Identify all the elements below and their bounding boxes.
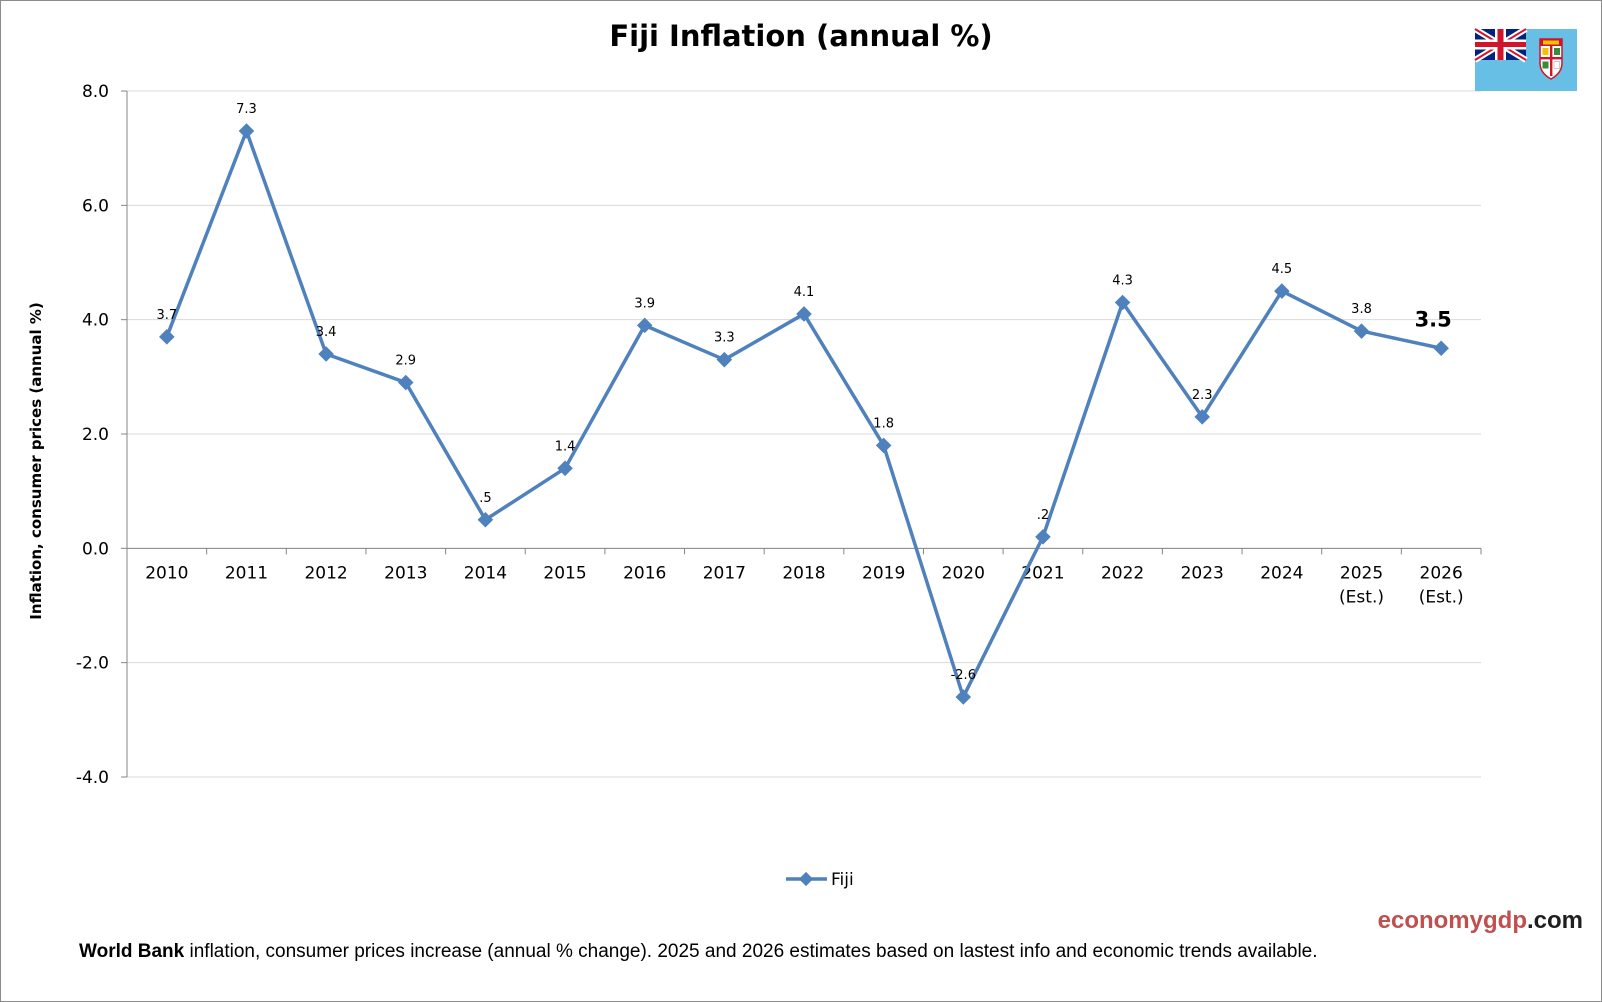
data-label: 4.5 [1272,262,1293,277]
legend-label: Fiji [831,870,854,890]
x-tick-label: 2018 [782,563,825,583]
data-point-marker [1353,323,1370,339]
watermark-economy: economy [1377,907,1483,934]
legend: Fiji [786,870,854,890]
y-axis-title: Inflation, consumer prices (annual %) [27,302,45,620]
x-tick-label: 2017 [703,563,746,583]
gridlines [127,90,1481,778]
x-tick-label: 2024 [1260,563,1303,583]
series-fiji [159,123,1449,705]
data-label: 4.1 [794,285,815,300]
data-label: 4.3 [1112,274,1133,289]
x-tick-label: 2020 [942,563,985,583]
x-tick-labels: 2010 2011 2012 2013 2014 2015 2016 2017 2018 2019… [145,563,1463,607]
data-label: 2.3 [1192,388,1213,403]
footer-source: World Bank [79,941,185,962]
data-point-marker [955,689,972,705]
data-point-marker [1114,294,1131,311]
data-point-marker [1035,529,1051,545]
x-tick-label: 2014 [464,563,507,583]
data-point-marker [716,351,733,368]
data-label: 3.9 [634,296,655,311]
watermark-com: .com [1526,907,1583,934]
x-tick-label: 2013 [384,563,427,583]
x-tick-label: 2019 [862,563,905,583]
site-watermark: economygdp.com [1378,907,1583,935]
y-tick-label: 4.0 [82,311,109,331]
y-tick-labels: -4.0 -2.0 0.0 2.0 4.0 6.0 8.0 [76,82,109,788]
x-tick-label: 2016 [623,563,666,583]
watermark-gdp: gdp [1483,907,1527,934]
data-label: 2.9 [395,354,416,369]
footer-note: World Bank inflation, consumer prices in… [79,941,1318,963]
legend-marker-icon [798,871,814,887]
x-tick-label: 2022 [1101,563,1144,583]
data-label: .5 [479,491,491,506]
data-point-marker [1433,340,1449,357]
data-point-marker [318,346,334,362]
data-label: 3.4 [316,325,337,340]
data-label: 3.5 [1415,307,1452,331]
data-labels: 3.7 7.3 3.4 2.9 .5 1.4 3.9 3.3 4.1 1.8 -2.6 .2 4.3 2.… [156,102,1451,683]
y-tick-label: -2.0 [76,654,109,674]
data-point-marker [875,437,892,454]
x-tick-label: 2015 [543,563,586,583]
data-label: 7.3 [236,102,257,117]
data-point-marker [159,329,175,345]
x-tick-label: 2025 (Est.) [1339,563,1384,607]
data-label: 3.3 [714,331,735,346]
y-tick-label: 6.0 [82,196,109,216]
x-tick-label: 2023 [1181,563,1224,583]
data-label: -2.6 [951,668,976,683]
x-tick-label: 2021 [1021,563,1064,583]
y-tick-label: 2.0 [82,425,109,445]
data-label: 3.8 [1351,302,1372,317]
y-tick-label: 8.0 [82,82,109,102]
y-tick-label: -4.0 [76,768,109,788]
data-point-marker [1274,283,1290,299]
axes [121,90,1482,778]
fiji-flag-icon [1473,26,1577,91]
series-line-fiji [165,129,1442,699]
data-point-marker [397,374,414,391]
data-label: .2 [1037,508,1049,523]
chart-title: Fiji Inflation (annual %) [609,19,993,53]
data-label: 1.8 [873,416,894,431]
y-tick-label: 0.0 [82,539,109,559]
x-tick-label: 2010 [145,563,188,583]
data-label: 3.7 [156,308,177,323]
data-label: 1.4 [555,439,576,454]
x-tick-label: 2026 (Est.) [1419,563,1464,607]
x-tick-label: 2011 [225,563,268,583]
x-tick-label: 2012 [304,563,347,583]
data-point-marker [1194,409,1211,425]
data-point-marker [238,123,255,139]
footer-text: inflation, consumer prices increase (ann… [184,941,1318,962]
